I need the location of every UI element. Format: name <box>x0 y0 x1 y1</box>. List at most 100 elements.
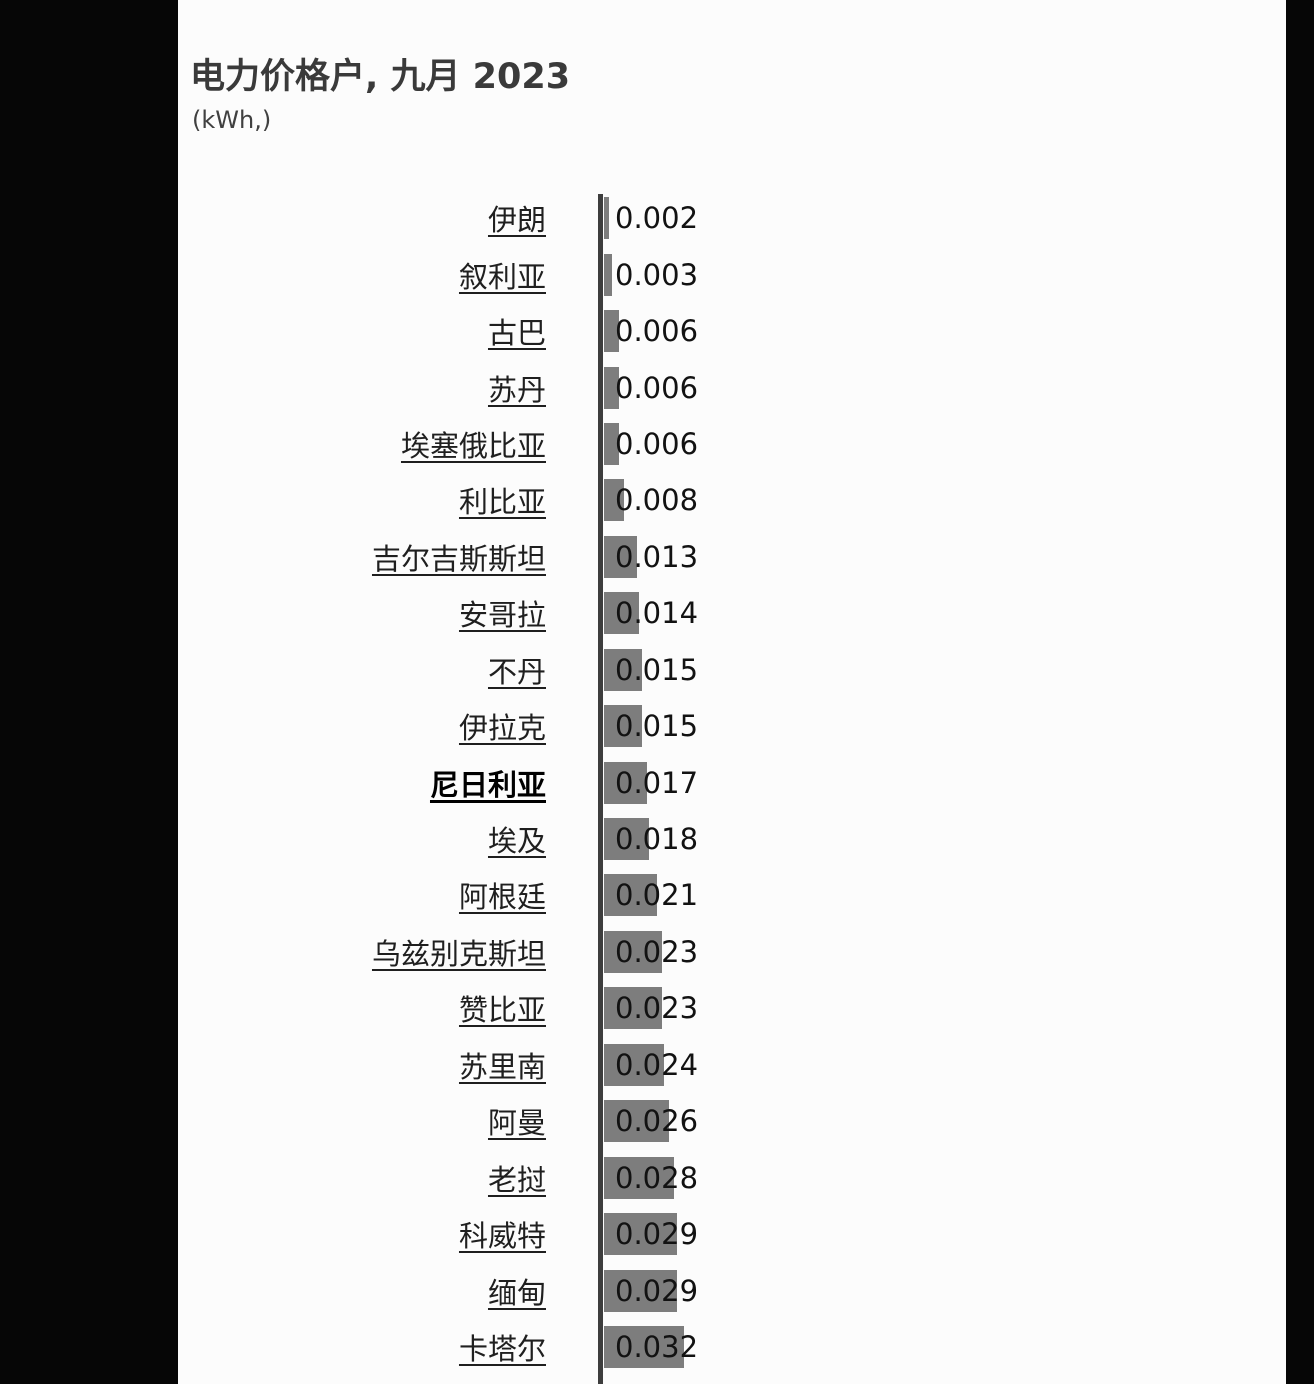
bar <box>604 592 639 635</box>
value-label: 0.014 <box>615 596 699 631</box>
value-label: 0.021 <box>615 878 699 913</box>
chart-row: 苏里南 0.024 <box>178 1037 1286 1093</box>
chart-row: 尼日利亚 0.017 <box>178 754 1286 810</box>
category-label[interactable]: 不丹 <box>487 654 546 689</box>
bar-cell: 0.013 <box>598 529 1286 585</box>
chart-row: 伊朗 0.002 <box>178 190 1286 246</box>
bar-cell: 0.006 <box>598 303 1286 359</box>
category-label-cell: 赞比亚 <box>178 987 598 1029</box>
category-label[interactable]: 赞比亚 <box>458 993 546 1028</box>
bar <box>604 535 637 578</box>
category-label-cell: 古巴 <box>178 310 598 352</box>
bar <box>604 930 662 973</box>
category-label-cell: 尼日利亚 <box>178 762 598 804</box>
category-label-cell: 老挝 <box>178 1157 598 1199</box>
category-label[interactable]: 缅甸 <box>487 1275 546 1310</box>
category-label[interactable]: 利比亚 <box>458 485 546 520</box>
left-letterbox <box>0 0 178 1384</box>
category-label[interactable]: 安哥拉 <box>458 598 546 633</box>
bar-cell: 0.008 <box>598 472 1286 528</box>
chart-row: 苏丹 0.006 <box>178 359 1286 415</box>
bar <box>604 366 619 409</box>
bar <box>604 479 624 522</box>
category-label-cell: 安哥拉 <box>178 592 598 634</box>
value-label: 0.003 <box>615 257 699 292</box>
value-label: 0.023 <box>615 934 699 969</box>
value-label: 0.032 <box>615 1329 699 1364</box>
category-label[interactable]: 叙利亚 <box>458 259 546 294</box>
category-label-cell: 苏丹 <box>178 367 598 409</box>
bar-cell: 0.006 <box>598 359 1286 415</box>
category-label[interactable]: 乌兹别克斯坦 <box>371 936 546 971</box>
bar-cell: 0.028 <box>598 1149 1286 1205</box>
bar-cell: 0.023 <box>598 980 1286 1036</box>
category-label-cell: 阿根廷 <box>178 874 598 916</box>
bar <box>604 1325 684 1368</box>
bar-cell: 0.017 <box>598 754 1286 810</box>
chart-row: 利比亚 0.008 <box>178 472 1286 528</box>
category-label[interactable]: 苏丹 <box>487 372 546 407</box>
category-label[interactable]: 卡塔尔 <box>458 1331 546 1366</box>
bar <box>604 422 619 465</box>
category-label-cell: 科威特 <box>178 1213 598 1255</box>
value-label: 0.015 <box>615 652 699 687</box>
category-label[interactable]: 埃塞俄比亚 <box>400 428 546 463</box>
category-label[interactable]: 埃及 <box>487 824 546 859</box>
value-label: 0.026 <box>615 1104 699 1139</box>
bar-cell: 0.006 <box>598 416 1286 472</box>
chart-row: 科威特 0.029 <box>178 1206 1286 1262</box>
value-label: 0.002 <box>615 201 699 236</box>
bar <box>604 197 609 240</box>
category-label-cell: 利比亚 <box>178 479 598 521</box>
value-label: 0.008 <box>615 483 699 518</box>
category-label[interactable]: 科威特 <box>458 1219 546 1254</box>
category-label-cell: 缅甸 <box>178 1270 598 1312</box>
category-label[interactable]: 阿曼 <box>487 1106 546 1141</box>
category-label[interactable]: 古巴 <box>487 316 546 351</box>
category-label-cell: 叙利亚 <box>178 254 598 296</box>
value-label: 0.006 <box>615 426 699 461</box>
chart-row: 不丹 0.015 <box>178 642 1286 698</box>
chart-row: 缅甸 0.029 <box>178 1262 1286 1318</box>
category-label[interactable]: 伊朗 <box>487 203 546 238</box>
value-label: 0.018 <box>615 822 699 857</box>
bar <box>604 705 642 748</box>
category-label[interactable]: 尼日利亚 <box>429 767 546 802</box>
bar-cell: 0.029 <box>598 1262 1286 1318</box>
chart-row: 埃及 0.018 <box>178 811 1286 867</box>
value-label: 0.029 <box>615 1217 699 1252</box>
chart-title: 电力价格户, 九月 2023 <box>190 57 571 97</box>
bar <box>604 1213 677 1256</box>
chart-row: 阿曼 0.026 <box>178 1093 1286 1149</box>
category-label[interactable]: 伊拉克 <box>458 711 546 746</box>
chart-row: 吉尔吉斯斯坦 0.013 <box>178 529 1286 585</box>
bar-cell: 0.026 <box>598 1093 1286 1149</box>
bar <box>604 1100 669 1143</box>
value-label: 0.024 <box>615 1047 699 1082</box>
category-label-cell: 伊拉克 <box>178 705 598 747</box>
bar-cell: 0.023 <box>598 924 1286 980</box>
chart-row: 乌兹别克斯坦 0.023 <box>178 924 1286 980</box>
bar-cell: 0.024 <box>598 1037 1286 1093</box>
bar-cell: 0.015 <box>598 642 1286 698</box>
bar-cell: 0.021 <box>598 867 1286 923</box>
category-label[interactable]: 苏里南 <box>458 1049 546 1084</box>
bar <box>604 761 647 804</box>
bar <box>604 874 657 917</box>
value-label: 0.017 <box>615 765 699 800</box>
bar <box>604 253 612 296</box>
category-label[interactable]: 阿根廷 <box>458 880 546 915</box>
chart-rows: 伊朗 0.002 叙利亚 0.003 古巴 0.006 苏丹 0.006 埃塞俄比亚 0.006 利… <box>178 190 1286 1375</box>
bar <box>604 1043 664 1086</box>
chart-row: 老挝 0.028 <box>178 1149 1286 1205</box>
chart-row: 赞比亚 0.023 <box>178 980 1286 1036</box>
category-label[interactable]: 老挝 <box>487 1162 546 1197</box>
bar-cell: 0.003 <box>598 246 1286 302</box>
bar <box>604 648 642 691</box>
value-label: 0.006 <box>615 370 699 405</box>
category-label-cell: 阿曼 <box>178 1100 598 1142</box>
bar-cell: 0.014 <box>598 585 1286 641</box>
category-label[interactable]: 吉尔吉斯斯坦 <box>371 541 546 576</box>
category-label-cell: 伊朗 <box>178 197 598 239</box>
